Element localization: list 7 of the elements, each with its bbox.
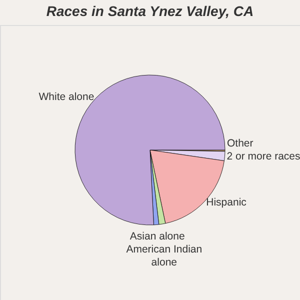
slice-label: American Indian alone bbox=[126, 244, 202, 269]
chart-title: Races in Santa Ynez Valley, CA bbox=[46, 3, 254, 19]
slice-label: Other bbox=[226, 137, 254, 150]
slice-label: Hispanic bbox=[206, 196, 246, 209]
slice-label: Asian alone bbox=[130, 230, 185, 243]
slice-label: 2 or more races bbox=[226, 150, 300, 162]
slice-label: White alone bbox=[38, 90, 94, 103]
